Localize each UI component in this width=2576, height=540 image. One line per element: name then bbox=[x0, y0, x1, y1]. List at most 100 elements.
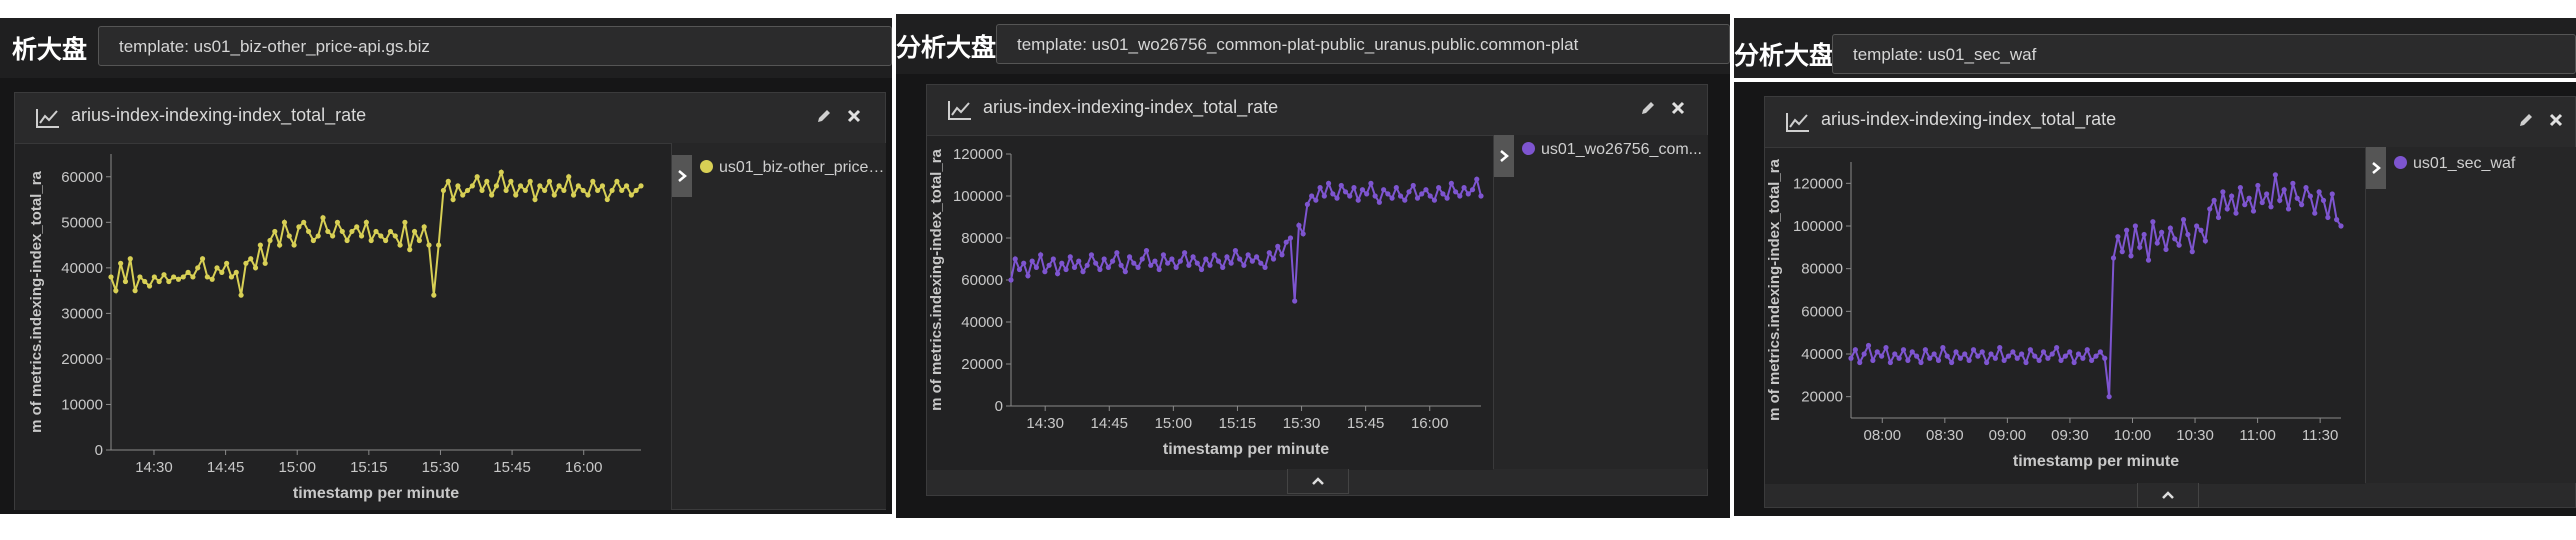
data-point[interactable] bbox=[2242, 202, 2248, 208]
data-point[interactable] bbox=[2194, 223, 2200, 229]
data-point[interactable] bbox=[614, 178, 620, 184]
data-point[interactable] bbox=[2067, 349, 2073, 355]
data-point[interactable] bbox=[619, 187, 625, 194]
data-point[interactable] bbox=[1300, 231, 1306, 237]
data-point[interactable] bbox=[1905, 357, 1911, 363]
data-point[interactable] bbox=[546, 178, 553, 184]
data-point[interactable] bbox=[1241, 262, 1247, 268]
data-point[interactable] bbox=[1152, 258, 1158, 264]
data-point[interactable] bbox=[310, 237, 316, 244]
data-point[interactable] bbox=[421, 224, 427, 230]
data-point[interactable] bbox=[1177, 258, 1183, 264]
data-point[interactable] bbox=[2207, 206, 2213, 212]
template-selector[interactable]: template: us01_sec_waf bbox=[1832, 34, 2576, 74]
data-point[interactable] bbox=[1419, 191, 1425, 197]
data-point[interactable] bbox=[2180, 217, 2187, 223]
data-point[interactable] bbox=[2145, 257, 2152, 263]
data-point[interactable] bbox=[2290, 180, 2296, 186]
data-point[interactable] bbox=[2163, 246, 2169, 253]
data-point[interactable] bbox=[2334, 217, 2340, 223]
data-point[interactable] bbox=[1169, 256, 1175, 262]
data-point[interactable] bbox=[2089, 357, 2095, 363]
data-point[interactable] bbox=[1118, 262, 1124, 268]
data-point[interactable] bbox=[122, 278, 129, 285]
data-point[interactable] bbox=[1389, 195, 1395, 201]
data-point[interactable] bbox=[1245, 252, 1251, 258]
data-point[interactable] bbox=[252, 265, 259, 271]
data-point[interactable] bbox=[469, 183, 475, 189]
data-point[interactable] bbox=[2124, 227, 2130, 233]
data-point[interactable] bbox=[1317, 185, 1323, 191]
data-point[interactable] bbox=[2255, 182, 2261, 189]
data-point[interactable] bbox=[450, 196, 456, 203]
data-point[interactable] bbox=[228, 274, 235, 280]
data-point[interactable] bbox=[257, 242, 263, 248]
data-point[interactable] bbox=[2023, 359, 2029, 366]
data-point[interactable] bbox=[628, 192, 634, 198]
data-point[interactable] bbox=[1461, 185, 1467, 191]
data-point[interactable] bbox=[1949, 359, 1955, 366]
data-point[interactable] bbox=[1852, 347, 1858, 353]
data-point[interactable] bbox=[638, 183, 644, 189]
data-point[interactable] bbox=[1139, 256, 1145, 262]
data-point[interactable] bbox=[2233, 210, 2239, 216]
data-point[interactable] bbox=[1474, 176, 1480, 182]
data-point[interactable] bbox=[1402, 197, 1408, 203]
data-point[interactable] bbox=[2071, 359, 2077, 366]
data-point[interactable] bbox=[1997, 345, 2003, 351]
data-point[interactable] bbox=[1457, 193, 1463, 199]
data-point[interactable] bbox=[2102, 355, 2108, 361]
data-point[interactable] bbox=[2312, 210, 2318, 216]
data-point[interactable] bbox=[513, 192, 519, 198]
data-point[interactable] bbox=[440, 187, 447, 194]
data-point[interactable] bbox=[1186, 262, 1192, 268]
data-point[interactable] bbox=[1931, 351, 1937, 357]
data-point[interactable] bbox=[2277, 197, 2283, 203]
data-point[interactable] bbox=[1198, 266, 1205, 273]
data-point[interactable] bbox=[542, 187, 548, 194]
data-point[interactable] bbox=[2154, 240, 2160, 246]
data-point[interactable] bbox=[2137, 244, 2143, 250]
data-point[interactable] bbox=[1900, 347, 1907, 353]
data-point[interactable] bbox=[1228, 260, 1234, 266]
data-point[interactable] bbox=[1313, 197, 1319, 203]
data-point[interactable] bbox=[1088, 252, 1095, 258]
data-point[interactable] bbox=[171, 274, 177, 280]
data-point[interactable] bbox=[1966, 357, 1972, 363]
data-point[interactable] bbox=[161, 272, 167, 278]
data-point[interactable] bbox=[2062, 353, 2068, 359]
data-point[interactable] bbox=[2019, 351, 2025, 357]
legend-item[interactable]: us01_sec_waf bbox=[2394, 155, 2570, 173]
data-point[interactable] bbox=[2307, 193, 2313, 199]
data-point[interactable] bbox=[2264, 191, 2270, 197]
data-point[interactable] bbox=[599, 183, 606, 189]
data-point[interactable] bbox=[479, 187, 485, 194]
data-point[interactable] bbox=[1097, 266, 1103, 273]
data-point[interactable] bbox=[296, 224, 302, 230]
data-point[interactable] bbox=[1309, 193, 1315, 199]
data-point[interactable] bbox=[1940, 345, 1946, 351]
data-point[interactable] bbox=[1448, 180, 1454, 186]
data-point[interactable] bbox=[1059, 260, 1065, 266]
data-point[interactable] bbox=[2036, 357, 2042, 363]
data-point[interactable] bbox=[1979, 349, 1985, 355]
data-point[interactable] bbox=[2237, 185, 2243, 191]
data-point[interactable] bbox=[1879, 353, 1885, 359]
data-point[interactable] bbox=[1148, 262, 1154, 268]
data-point[interactable] bbox=[224, 260, 230, 266]
data-point[interactable] bbox=[1414, 195, 1421, 201]
data-point[interactable] bbox=[455, 183, 461, 189]
data-point[interactable] bbox=[1224, 254, 1230, 260]
data-point[interactable] bbox=[267, 237, 273, 244]
data-point[interactable] bbox=[315, 233, 321, 239]
data-point[interactable] bbox=[1865, 342, 1872, 349]
data-point[interactable] bbox=[2215, 214, 2222, 221]
data-point[interactable] bbox=[2150, 219, 2156, 225]
data-point[interactable] bbox=[1046, 262, 1052, 268]
legend-item[interactable]: us01_biz-other_price-... bbox=[700, 159, 886, 177]
data-point[interactable] bbox=[1393, 185, 1399, 191]
data-point[interactable] bbox=[281, 219, 288, 225]
data-point[interactable] bbox=[1135, 264, 1141, 270]
data-point[interactable] bbox=[233, 269, 239, 275]
data-point[interactable] bbox=[349, 228, 355, 235]
